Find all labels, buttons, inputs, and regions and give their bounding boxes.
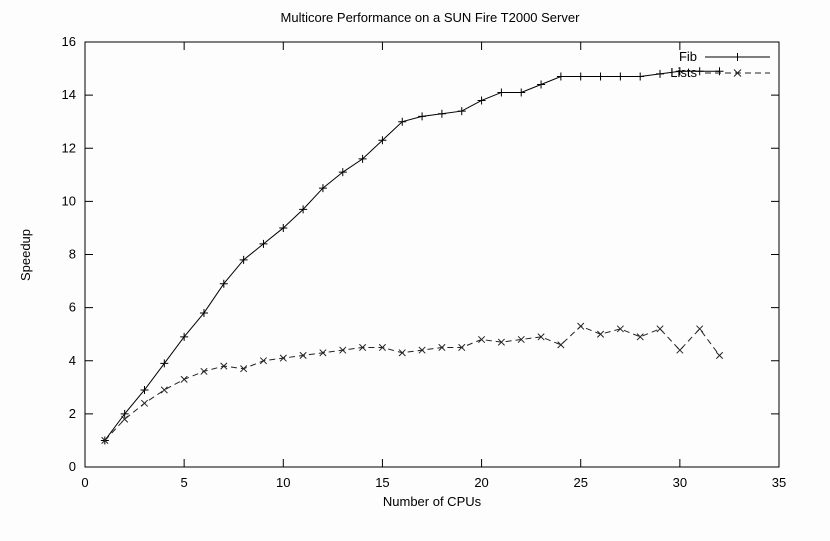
marker-plus-icon (477, 96, 486, 105)
data-series (100, 67, 724, 445)
marker-cross-icon (616, 325, 624, 333)
marker-plus-icon (675, 67, 684, 76)
x-tick-label: 5 (181, 475, 188, 490)
marker-plus-icon (318, 184, 327, 193)
marker-cross-icon (299, 351, 307, 359)
x-tick-label: 20 (474, 475, 488, 490)
axis-ticks: 0 5 10 15 20 25 30 35 0 2 4 6 8 10 12 14 16 (62, 34, 787, 490)
marker-cross-icon (537, 333, 545, 341)
legend-marker-plus-icon (733, 53, 742, 61)
marker-cross-icon (696, 325, 704, 333)
x-tick-label: 25 (573, 475, 587, 490)
marker-cross-icon (596, 330, 605, 338)
marker-plus-icon (219, 279, 228, 288)
marker-cross-icon (259, 357, 268, 365)
marker-plus-icon (279, 223, 288, 232)
marker-cross-icon (279, 354, 287, 362)
marker-cross-icon (656, 325, 664, 333)
legend-label-fib: Fib (679, 49, 697, 64)
marker-cross-icon (438, 343, 446, 352)
plot-frame (84, 41, 780, 468)
marker-cross-icon (101, 436, 109, 444)
marker-cross-icon (497, 338, 505, 346)
marker-plus-icon (259, 239, 268, 248)
x-tick-label: 35 (772, 475, 786, 490)
marker-plus-icon (140, 385, 149, 394)
marker-plus-icon (338, 168, 347, 177)
marker-plus-icon (517, 88, 526, 97)
marker-cross-icon (676, 346, 684, 354)
marker-plus-icon (358, 154, 367, 163)
marker-cross-icon (478, 335, 486, 344)
y-tick-label: 6 (69, 300, 76, 315)
marker-plus-icon (656, 69, 665, 78)
marker-plus-icon (576, 72, 585, 81)
marker-plus-icon (636, 72, 645, 81)
y-tick-label: 0 (69, 459, 76, 474)
marker-plus-icon (199, 308, 208, 317)
marker-plus-icon (378, 136, 387, 145)
marker-cross-icon (458, 343, 466, 352)
marker-plus-icon (398, 117, 407, 126)
marker-plus-icon (457, 107, 466, 116)
marker-cross-icon (636, 333, 644, 341)
y-tick-label: 8 (69, 247, 76, 262)
marker-plus-icon (596, 72, 605, 81)
marker-cross-icon (220, 362, 228, 370)
marker-plus-icon (616, 72, 625, 81)
series-line-fib (104, 70, 720, 441)
marker-cross-icon (200, 367, 208, 375)
marker-cross-icon (715, 351, 724, 359)
x-axis-label: Number of CPUs (383, 494, 482, 509)
x-tick-label: 10 (276, 475, 290, 490)
series-line-lists (104, 325, 720, 441)
y-axis-label: Speedup (18, 229, 33, 281)
marker-cross-icon (121, 415, 129, 423)
marker-cross-icon (160, 386, 168, 394)
marker-cross-icon (319, 349, 327, 357)
marker-plus-icon (418, 112, 427, 121)
x-tick-label: 30 (673, 475, 687, 490)
y-tick-label: 2 (69, 406, 76, 421)
marker-plus-icon (537, 80, 546, 89)
legend: Fib Lists (670, 49, 770, 80)
marker-plus-icon (160, 359, 169, 368)
marker-plus-icon (239, 255, 248, 264)
x-tick-label: 15 (375, 475, 389, 490)
y-tick-label: 14 (62, 87, 76, 102)
marker-cross-icon (517, 335, 525, 344)
marker-plus-icon (556, 72, 565, 81)
legend-label-lists: Lists (670, 65, 697, 80)
y-tick-label: 12 (62, 140, 76, 155)
marker-cross-icon (378, 343, 386, 352)
marker-plus-icon (437, 109, 446, 118)
marker-cross-icon (398, 349, 406, 357)
chart-title: Multicore Performance on a SUN Fire T200… (281, 10, 581, 25)
marker-cross-icon (140, 399, 149, 407)
marker-plus-icon (715, 67, 724, 76)
legend-marker-cross-icon (733, 69, 742, 77)
marker-plus-icon (120, 409, 129, 418)
marker-plus-icon (299, 205, 308, 214)
marker-cross-icon (418, 346, 426, 354)
y-tick-label: 4 (69, 353, 76, 368)
marker-cross-icon (577, 322, 585, 330)
marker-cross-icon (339, 346, 347, 354)
marker-cross-icon (557, 341, 565, 349)
y-tick-label: 16 (62, 34, 76, 49)
marker-plus-icon (695, 67, 704, 76)
plot-border (84, 41, 780, 468)
marker-cross-icon (240, 365, 248, 373)
marker-cross-icon (180, 375, 188, 383)
marker-cross-icon (359, 343, 367, 352)
x-tick-label: 0 (81, 475, 88, 490)
marker-plus-icon (497, 88, 506, 97)
marker-plus-icon (180, 332, 189, 341)
y-tick-label: 10 (62, 193, 76, 208)
